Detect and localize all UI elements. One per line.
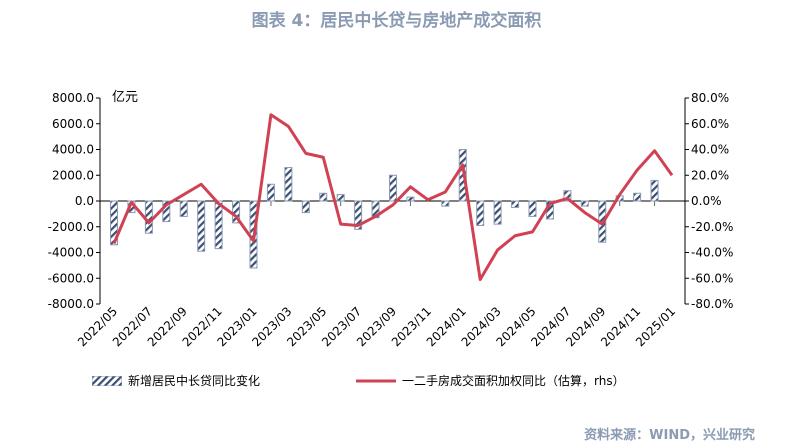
bar bbox=[493, 200, 502, 225]
bar bbox=[650, 179, 659, 202]
left-tick-label: -2000.0 bbox=[48, 220, 94, 234]
bar bbox=[633, 192, 642, 202]
bar bbox=[284, 167, 293, 202]
bar bbox=[458, 149, 467, 202]
legend-line-swatch bbox=[356, 379, 396, 382]
legend-bar-label: 新增居民中长贷同比变化 bbox=[128, 374, 261, 388]
left-tick-label: -8000.0 bbox=[48, 297, 94, 311]
bar bbox=[476, 200, 485, 226]
bar bbox=[144, 200, 153, 234]
bar bbox=[336, 194, 345, 202]
bar bbox=[511, 200, 520, 208]
bar bbox=[319, 192, 328, 202]
left-tick-label: -4000.0 bbox=[48, 246, 94, 260]
right-tick-label: -20.0% bbox=[691, 220, 733, 234]
left-tick-label: 8000.0 bbox=[52, 91, 94, 105]
bar bbox=[214, 200, 223, 250]
right-tick-label: 60.0% bbox=[691, 117, 729, 131]
right-tick-label: 0.0% bbox=[691, 194, 722, 208]
right-tick-label: 40.0% bbox=[691, 143, 729, 157]
legend-bar: 新增居民中长贷同比变化 bbox=[92, 372, 260, 389]
line-series bbox=[112, 113, 674, 282]
source-note: 资料来源：WIND，兴业研究 bbox=[584, 428, 755, 443]
left-tick-label: 4000.0 bbox=[52, 143, 94, 157]
bar bbox=[232, 200, 241, 224]
bar bbox=[266, 183, 275, 202]
right-tick-label: 20.0% bbox=[691, 168, 729, 182]
bar bbox=[179, 200, 188, 217]
right-tick-label: 80.0% bbox=[691, 91, 729, 105]
left-tick-label: 0.0 bbox=[75, 194, 94, 208]
bar bbox=[354, 200, 363, 230]
bar bbox=[528, 200, 537, 217]
legend-line: 一二手房成交面积加权同比（估算，rhs） bbox=[356, 372, 625, 389]
bar bbox=[110, 200, 118, 246]
right-tick-label: -60.0% bbox=[691, 271, 733, 285]
bar bbox=[441, 200, 450, 207]
legend-line-label: 一二手房成交面积加权同比（估算，rhs） bbox=[402, 374, 625, 388]
right-tick-label: -80.0% bbox=[691, 297, 733, 311]
chart-title: 图表 4：居民中长贷与房地产成交面积 bbox=[251, 11, 542, 31]
bar bbox=[162, 200, 171, 223]
bar bbox=[406, 196, 415, 202]
left-tick-label: 6000.0 bbox=[52, 117, 94, 131]
bar bbox=[563, 190, 572, 202]
bar bbox=[197, 200, 206, 252]
left-unit-label: 亿元 bbox=[112, 90, 138, 105]
left-tick-label: 2000.0 bbox=[52, 168, 94, 182]
bar bbox=[389, 174, 397, 202]
right-tick-label: -40.0% bbox=[691, 246, 733, 260]
legend-bar-swatch bbox=[92, 375, 122, 386]
bar bbox=[301, 200, 310, 214]
left-tick-label: -6000.0 bbox=[48, 271, 94, 285]
bar bbox=[580, 200, 589, 207]
